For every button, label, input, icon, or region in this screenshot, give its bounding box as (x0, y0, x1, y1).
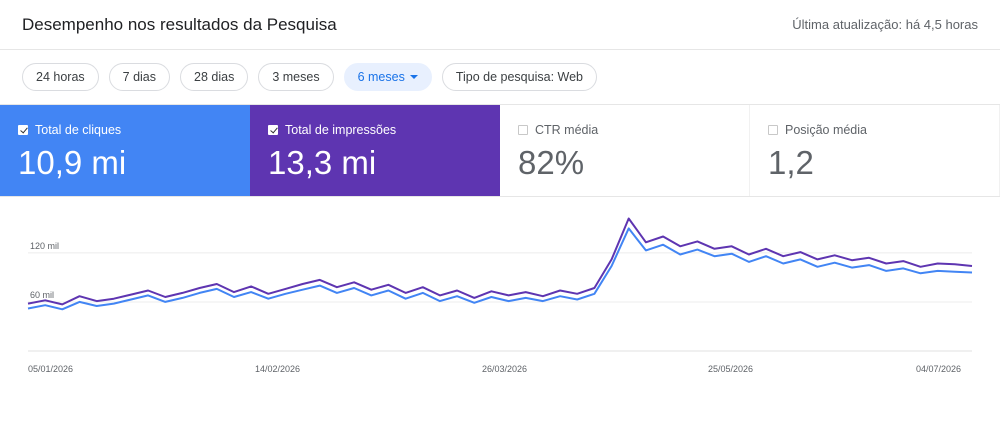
metric-label-ctr: CTR média (535, 123, 599, 137)
date-filter-bar: 24 horas 7 dias 28 dias 3 meses 6 meses … (0, 50, 1000, 104)
y-tick-label: 120 mil (30, 241, 59, 251)
metric-label-clicks: Total de cliques (35, 123, 122, 137)
metric-card-clicks[interactable]: Total de cliques 10,9 mi (0, 105, 250, 196)
metric-card-ctr[interactable]: CTR média 82% (500, 105, 750, 196)
filter-chip-24h[interactable]: 24 horas (22, 63, 99, 91)
caret-down-icon (409, 75, 418, 79)
series-line-clicks (27, 227, 973, 311)
filter-chip-3m[interactable]: 3 meses (258, 63, 334, 91)
x-tick-label: 04/07/2026 (916, 364, 961, 374)
series-line-impressions (27, 217, 973, 306)
filter-chip-28d[interactable]: 28 dias (180, 63, 249, 91)
checkbox-checked-icon[interactable] (268, 125, 278, 135)
checkbox-unchecked-icon[interactable] (518, 125, 528, 135)
checkbox-checked-icon[interactable] (18, 125, 28, 135)
search-type-chip[interactable]: Tipo de pesquisa: Web (441, 63, 597, 91)
metric-value-position: 1,2 (768, 144, 814, 181)
page-header: Desempenho nos resultados da Pesquisa Úl… (0, 0, 1000, 50)
x-tick-label: 25/05/2026 (708, 364, 753, 374)
y-tick-label: 60 mil (30, 290, 54, 300)
x-tick-label: 05/01/2026 (28, 364, 73, 374)
filter-chip-6m[interactable]: 6 meses (343, 63, 432, 91)
metric-card-impressions[interactable]: Total de impressões 13,3 mi (250, 105, 500, 196)
metric-label-impressions: Total de impressões (285, 123, 397, 137)
metrics-row: Total de cliques 10,9 mi Total de impres… (0, 104, 1000, 197)
performance-chart: 120 mil 60 mil 05/01/2026 14/02/2026 26/03/2… (0, 197, 1000, 416)
metric-value-impressions: 13,3 mi (268, 144, 377, 181)
filter-chip-7d[interactable]: 7 dias (108, 63, 171, 91)
metric-card-position[interactable]: Posição média 1,2 (750, 105, 1000, 196)
x-tick-label: 26/03/2026 (482, 364, 527, 374)
filter-chip-6m-label: 6 meses (357, 70, 405, 84)
metric-value-ctr: 82% (518, 144, 585, 181)
last-update-text: Última atualização: há 4,5 horas (792, 17, 978, 32)
page-title: Desempenho nos resultados da Pesquisa (22, 14, 337, 34)
x-tick-label: 14/02/2026 (255, 364, 300, 374)
metric-value-clicks: 10,9 mi (18, 144, 127, 181)
metric-label-position: Posição média (785, 123, 867, 137)
performance-chart-svg: 120 mil 60 mil 05/01/2026 14/02/2026 26/03/2… (27, 217, 973, 374)
checkbox-unchecked-icon[interactable] (768, 125, 778, 135)
